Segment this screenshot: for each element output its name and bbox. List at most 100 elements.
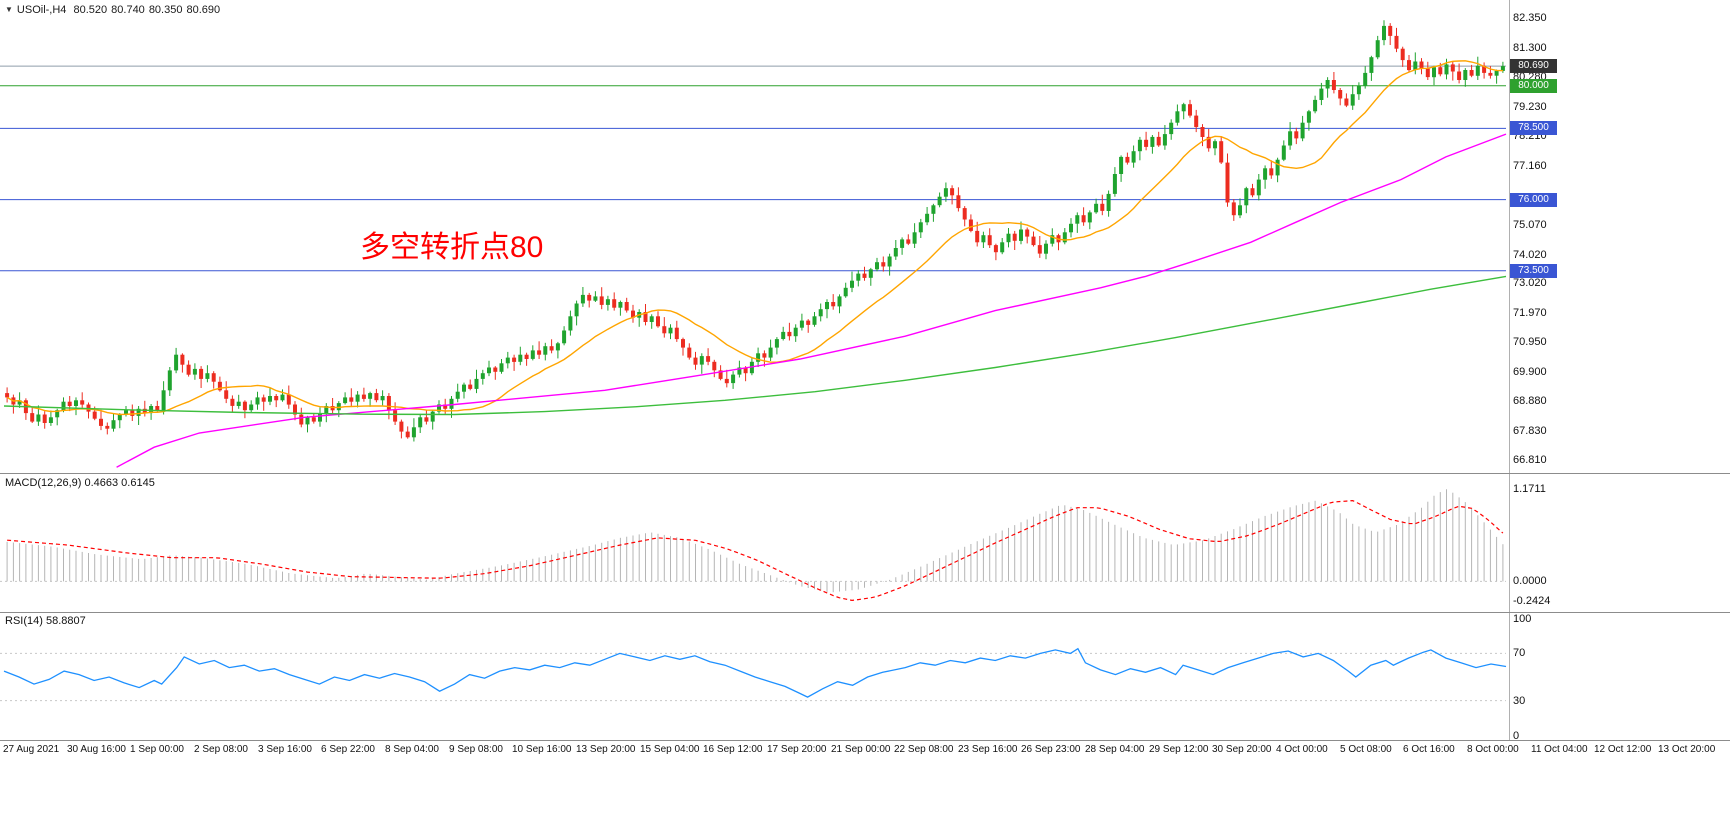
- candle-body: [793, 327, 798, 337]
- candle-body: [1419, 61, 1424, 69]
- candle-body: [1444, 64, 1449, 75]
- candle-body: [850, 280, 854, 288]
- candle-body: [42, 414, 47, 423]
- candle-body: [937, 196, 942, 206]
- candle-body: [1012, 233, 1017, 241]
- candle-body: [956, 195, 961, 209]
- candle-body: [474, 378, 479, 389]
- candle-body: [505, 357, 510, 364]
- candle-body: [875, 262, 879, 270]
- candle-body: [424, 417, 429, 422]
- candle-body: [380, 396, 385, 401]
- candle-body: [962, 208, 967, 220]
- macd-indicator-label: MACD(12,26,9) 0.4663 0.6145: [5, 477, 155, 489]
- ma-fast-line: [6, 60, 1503, 416]
- candle-body: [430, 411, 435, 422]
- candle-body: [1463, 70, 1468, 80]
- candle-body: [1231, 202, 1236, 216]
- candle-body: [774, 339, 779, 348]
- price-axis-label: 68.880: [1513, 395, 1547, 407]
- candle-body: [355, 394, 360, 402]
- candle-body: [1438, 67, 1443, 75]
- main-price-panel[interactable]: [0, 20, 1507, 468]
- candle-body: [1225, 162, 1230, 203]
- candle-body: [336, 403, 341, 411]
- candle-body: [349, 397, 354, 402]
- ma-slow-line: [3, 275, 1507, 416]
- price-axis-label: 69.900: [1513, 366, 1547, 378]
- time-axis-label: 5 Oct 08:00: [1340, 744, 1392, 755]
- macd-panel[interactable]: [0, 489, 1506, 602]
- panel-separator[interactable]: [0, 612, 1730, 613]
- candle-body: [1150, 136, 1155, 147]
- candle-body: [1256, 179, 1261, 196]
- price-axis-border: [1509, 0, 1510, 741]
- candle-body: [374, 393, 379, 401]
- chart-text-annotation[interactable]: 多空转折点80: [360, 231, 544, 264]
- candle-body: [762, 353, 767, 358]
- candle-body: [393, 410, 398, 422]
- time-axis-label: 8 Sep 04:00: [385, 744, 439, 755]
- candle-body: [706, 356, 711, 362]
- candle-body: [618, 302, 623, 308]
- candle-body: [368, 393, 373, 399]
- candle-body: [543, 346, 548, 355]
- candle-body: [656, 316, 660, 327]
- candle-body: [242, 401, 247, 411]
- ma-mid-line: [116, 133, 1507, 468]
- ohlc-high: 80.740: [111, 4, 145, 16]
- candle-body: [1044, 243, 1048, 254]
- candle-body: [787, 331, 792, 337]
- time-axis-label: 30 Sep 20:00: [1212, 744, 1272, 755]
- candle-body: [1112, 174, 1117, 194]
- candle-body: [1469, 70, 1474, 76]
- candle-body: [130, 410, 135, 416]
- candle-body: [587, 294, 592, 301]
- time-axis-label: 9 Sep 08:00: [449, 744, 503, 755]
- candle-body: [1025, 229, 1030, 237]
- candle-body: [1100, 203, 1105, 211]
- candle-body: [1363, 72, 1368, 86]
- price-axis-label: 81.300: [1513, 42, 1547, 54]
- candle-body: [305, 417, 310, 425]
- candle-body: [80, 400, 85, 405]
- candle-body: [462, 384, 466, 392]
- candle-body: [236, 401, 241, 406]
- candle-body: [192, 368, 197, 375]
- candle-body: [1200, 127, 1205, 137]
- chart-canvas[interactable]: [0, 0, 1730, 762]
- candle-body: [987, 235, 992, 246]
- candle-body: [124, 410, 128, 415]
- candle-body: [981, 235, 986, 243]
- candle-body: [1031, 236, 1036, 246]
- candle-body: [180, 354, 185, 365]
- candle-body: [48, 417, 53, 423]
- price-axis-label: 66.810: [1513, 454, 1547, 466]
- rsi-panel[interactable]: [0, 647, 1507, 702]
- price-axis-label: 73.020: [1513, 277, 1547, 289]
- candle-body: [1069, 223, 1073, 233]
- candle-body: [299, 414, 304, 425]
- candle-body: [1300, 122, 1305, 139]
- rsi-axis-label: 70: [1513, 647, 1526, 659]
- candle-body: [449, 398, 454, 409]
- time-axis-label: 12 Oct 12:00: [1594, 744, 1652, 755]
- time-axis-label: 26 Sep 23:00: [1021, 744, 1081, 755]
- candle-body: [117, 414, 122, 421]
- candle-body: [1394, 35, 1399, 49]
- price-axis-label: 77.160: [1513, 160, 1547, 172]
- candle-body: [230, 398, 235, 406]
- rsi-axis-label: 0: [1513, 730, 1520, 742]
- candle-body: [1269, 168, 1274, 176]
- candle-body: [480, 373, 485, 379]
- candle-body: [668, 327, 673, 334]
- panel-separator[interactable]: [0, 473, 1730, 474]
- candle-body: [912, 232, 917, 244]
- candle-body: [1137, 139, 1142, 152]
- symbol-dropdown-icon[interactable]: ▼: [5, 5, 13, 14]
- candle-body: [418, 417, 423, 428]
- time-axis-label: 6 Sep 22:00: [321, 744, 375, 755]
- candle-body: [1294, 131, 1299, 139]
- candle-body: [1407, 60, 1411, 71]
- candle-body: [743, 367, 748, 374]
